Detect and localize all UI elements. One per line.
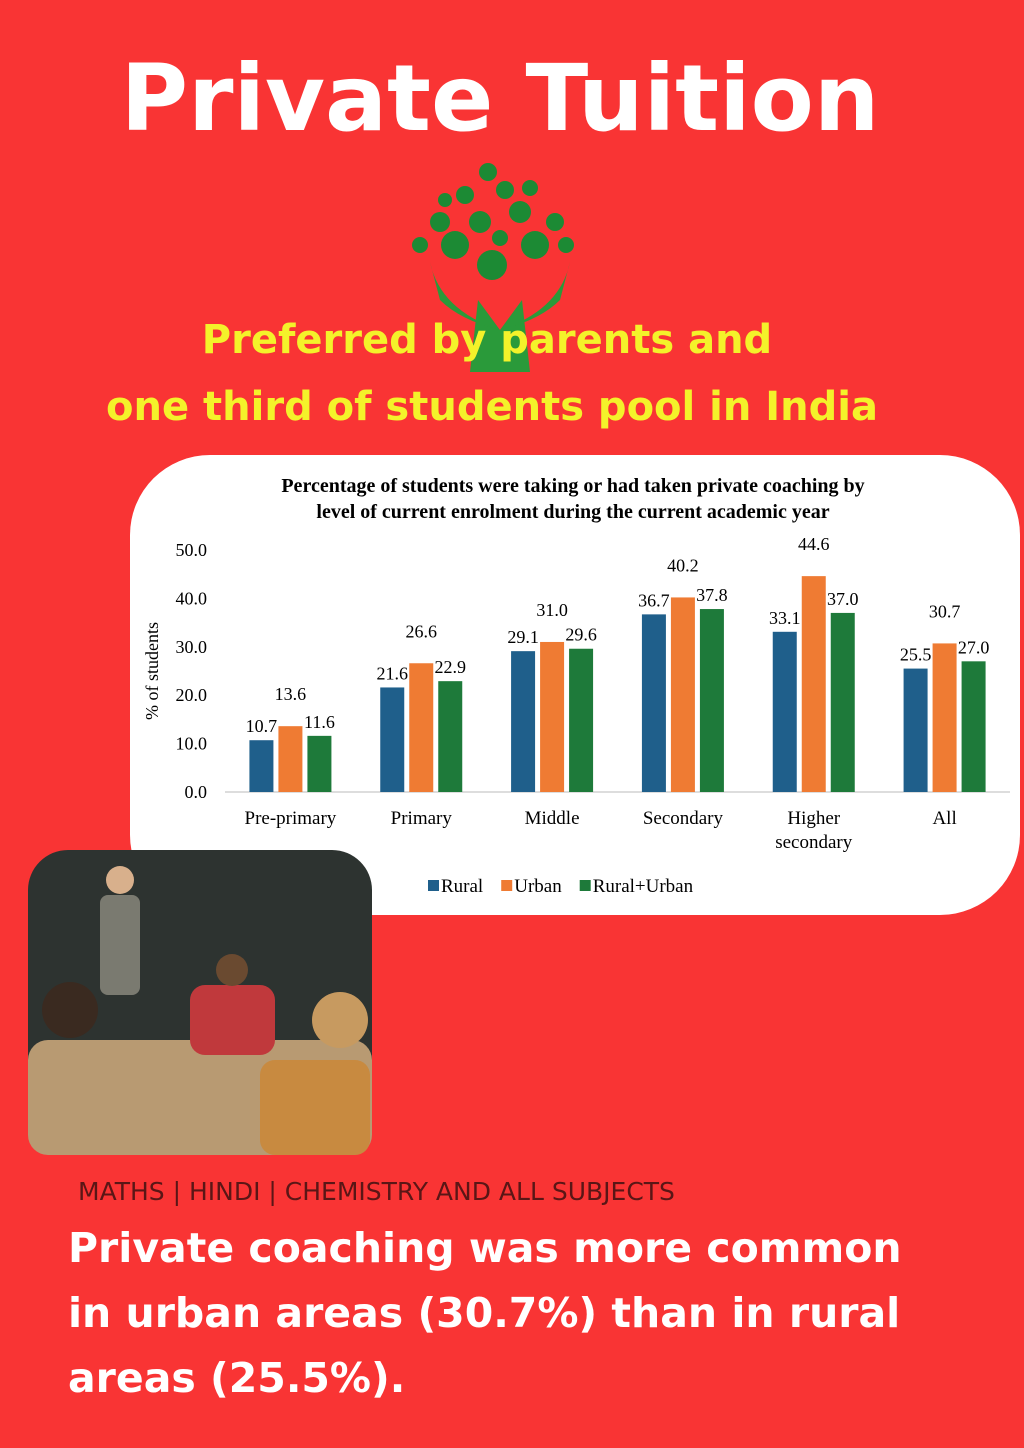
legend-label: Rural+Urban <box>593 876 694 897</box>
bar <box>409 663 434 792</box>
y-tick-label: 30.0 <box>176 637 208 657</box>
value-label: 33.1 <box>769 608 801 628</box>
bar <box>438 681 463 792</box>
x-tick-label: Primary <box>391 808 453 829</box>
legend-swatch <box>501 880 513 891</box>
value-label: 30.7 <box>929 601 961 621</box>
x-tick-label: Higher secondary <box>775 808 853 853</box>
subjects: MATHS | HINDI | CHEMISTRY AND ALL SUBJEC… <box>78 1177 675 1206</box>
value-label: 31.0 <box>536 600 568 620</box>
legend-swatch <box>428 880 439 891</box>
y-tick-label: 50.0 <box>176 540 208 560</box>
x-tick-label: Secondary <box>643 808 724 829</box>
value-label: 37.8 <box>696 585 728 605</box>
bar <box>699 609 724 792</box>
y-tick-label: 20.0 <box>176 685 208 705</box>
bar <box>801 576 826 792</box>
value-label: 44.6 <box>798 534 830 554</box>
tagline: one third of students pool in India <box>106 384 878 430</box>
value-label: 26.6 <box>406 621 438 641</box>
bar <box>307 735 332 792</box>
bar <box>772 631 797 792</box>
chart-title: Percentage of students were taking or ha… <box>281 475 864 523</box>
bar <box>641 614 666 792</box>
value-label: 29.1 <box>507 627 539 647</box>
value-label: 11.6 <box>304 712 335 732</box>
bar <box>670 597 695 792</box>
value-label: 10.7 <box>246 716 278 736</box>
bar <box>903 668 928 792</box>
bar <box>961 661 986 792</box>
bar <box>278 726 303 792</box>
money-tree-logo <box>412 163 574 372</box>
value-label: 22.9 <box>435 657 467 677</box>
value-label: 36.7 <box>638 590 670 610</box>
legend-swatch <box>579 880 591 891</box>
bar <box>932 643 957 792</box>
y-tick-label: 0.0 <box>185 782 208 802</box>
summary-line: Private coaching was more common <box>68 1224 902 1272</box>
bar <box>569 648 594 792</box>
y-tick-label: 40.0 <box>176 588 208 608</box>
bar <box>511 651 536 792</box>
chart: Percentage of students were taking or ha… <box>142 475 1010 897</box>
legend-label: Rural <box>441 876 483 897</box>
value-label: 37.0 <box>827 589 859 609</box>
y-axis-label: % of students <box>142 622 162 720</box>
value-label: 27.0 <box>958 637 990 657</box>
value-label: 25.5 <box>900 645 932 665</box>
bar <box>249 740 274 792</box>
value-label: 13.6 <box>275 684 307 704</box>
tagline: Preferred by parents and <box>202 317 772 363</box>
value-label: 40.2 <box>667 555 699 575</box>
classroom-photo <box>28 850 372 1155</box>
bar <box>540 641 565 792</box>
x-tick-label: Pre-primary <box>245 808 337 829</box>
bar <box>830 612 855 792</box>
value-label: 29.6 <box>565 625 597 645</box>
x-tick-label: All <box>932 808 956 829</box>
legend-label: Urban <box>514 876 562 897</box>
poster-title: Private Tuition <box>121 45 880 152</box>
summary-line: in urban areas (30.7%) than in rural <box>68 1289 900 1337</box>
summary-line: areas (25.5%). <box>68 1354 405 1402</box>
y-tick-label: 10.0 <box>176 734 208 754</box>
x-tick-label: Middle <box>525 808 580 829</box>
value-label: 21.6 <box>377 663 409 683</box>
bar <box>380 687 405 792</box>
